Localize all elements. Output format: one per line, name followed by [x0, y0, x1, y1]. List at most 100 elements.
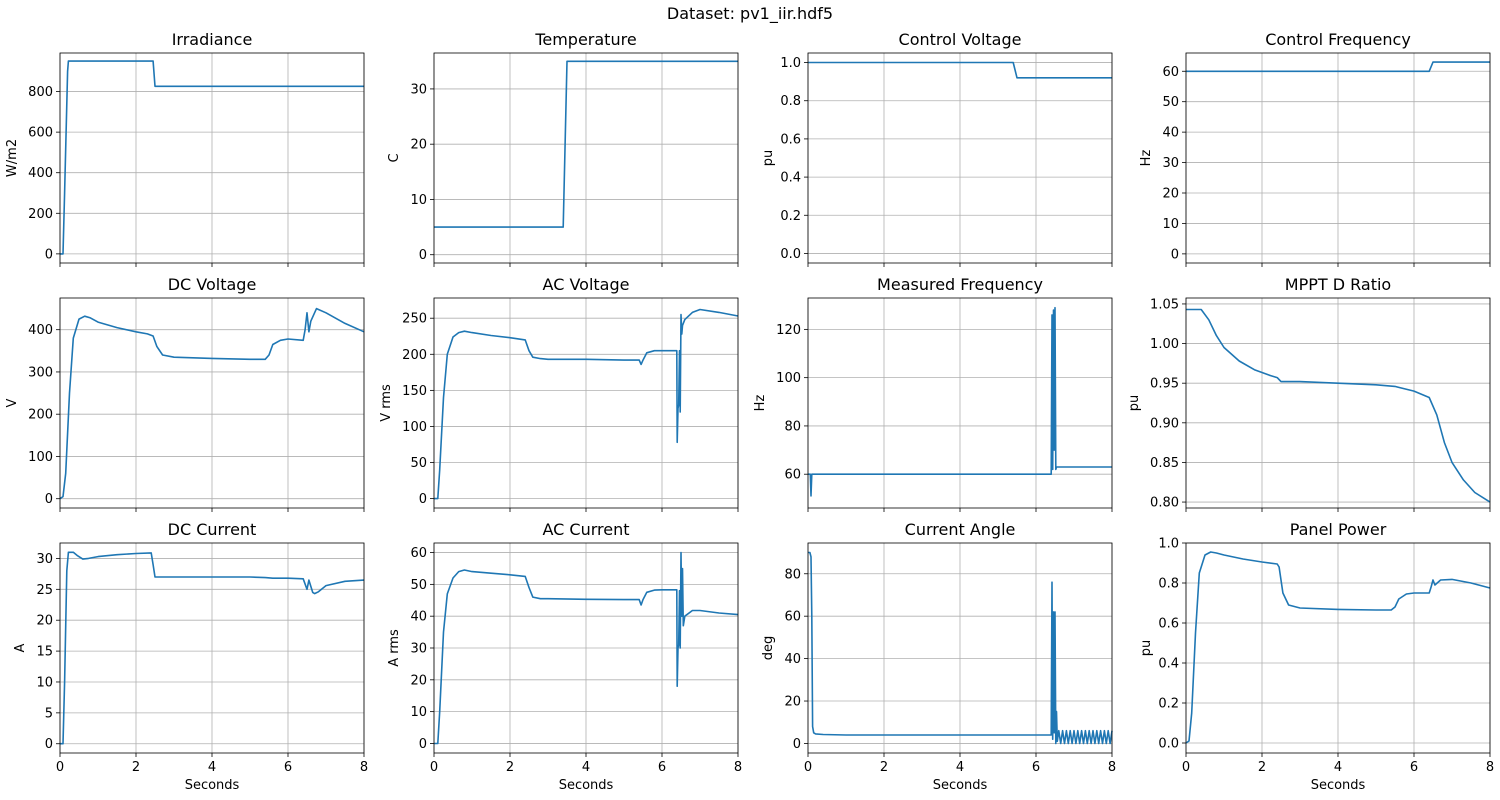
grid: [59, 298, 365, 508]
y-tick-label: 40: [1162, 126, 1179, 141]
y-tick-label: 40: [410, 610, 427, 625]
y-tick-label: 40: [784, 652, 801, 667]
y-tick-label: 50: [410, 578, 427, 593]
y-tick-label: 250: [402, 312, 427, 327]
y-tick-label: 0.6: [780, 132, 801, 147]
y-tick-label: 0.8: [780, 94, 801, 109]
y-axis-label: A: [13, 643, 28, 652]
y-tick-label: 600: [28, 126, 53, 141]
y-tick-label: 0: [419, 492, 427, 507]
x-tick-label: 6: [284, 760, 292, 775]
x-tick-label: 0: [56, 760, 64, 775]
x-tick-label: 2: [880, 760, 888, 775]
panel-dc-current: 0 2 4 6 8 0 5 10 15 20 25 30 DC Current A Seconds: [13, 520, 368, 793]
panel-title: Control Frequency: [1265, 30, 1411, 49]
y-tick-label: 0.95: [1150, 377, 1179, 392]
y-tick-label: 0: [45, 492, 53, 507]
y-tick-label: 200: [28, 207, 53, 222]
panel-dc-voltage: 0 100 200 300 400 DC Voltage V: [5, 275, 365, 512]
ticks: [1182, 70, 1491, 267]
ac-voltage-series-line: [434, 308, 739, 500]
x-tick-label: 6: [658, 760, 666, 775]
panel-title: Current Angle: [905, 520, 1016, 539]
y-tick-label: 80: [784, 567, 801, 582]
y-tick-label: 25: [36, 583, 53, 598]
y-tick-label: 0: [1171, 247, 1179, 262]
y-tick-label: 150: [402, 384, 427, 399]
panel-title: MPPT D Ratio: [1285, 275, 1391, 294]
y-tick-label: 1.00: [1150, 337, 1179, 352]
x-tick-label: 0: [804, 760, 812, 775]
grid: [433, 543, 739, 753]
y-tick-label: 10: [410, 705, 427, 720]
y-tick-label: 30: [410, 82, 427, 97]
y-tick-label: 0: [45, 737, 53, 752]
y-tick-label: 60: [410, 546, 427, 561]
y-axis-label: deg: [761, 636, 776, 661]
x-tick-label: 8: [1486, 760, 1494, 775]
dc-voltage-series-line: [59, 307, 365, 500]
panel-mppt-d-ratio: 0.80 0.85 0.90 0.95 1.00 1.05 MPPT D Ratio pu: [1127, 275, 1491, 512]
grid: [807, 298, 1113, 508]
y-axis-label: Hz: [1139, 150, 1154, 167]
ticks: [1182, 542, 1491, 757]
panel-measured-frequency: 60 80 100 120 Measured Frequency Hz: [753, 275, 1113, 512]
y-tick-label: 60: [1162, 65, 1179, 80]
y-tick-label: 0: [419, 737, 427, 752]
y-tick-label: 0.80: [1150, 496, 1179, 511]
ticks: [56, 329, 365, 512]
y-tick-label: 0.0: [1158, 737, 1179, 752]
y-tick-label: 30: [1162, 156, 1179, 171]
x-tick-label: 8: [734, 760, 742, 775]
y-tick-label: 100: [776, 371, 801, 386]
y-tick-label: 0: [45, 247, 53, 262]
panel-control-voltage: 0.0 0.2 0.4 0.6 0.8 1.0 Control Voltage pu: [761, 30, 1113, 267]
y-axis-label: A rms: [387, 629, 402, 667]
x-tick-label: 2: [1258, 760, 1266, 775]
panel-power-series-line: [1185, 551, 1491, 744]
y-tick-label: 0.6: [1158, 617, 1179, 632]
grid: [59, 543, 365, 753]
grid: [59, 53, 365, 263]
mppt-d-ratio-series-line: [1186, 308, 1491, 503]
grid: [807, 53, 1113, 263]
x-tick-label: 8: [360, 760, 368, 775]
x-tick-label: 0: [1182, 760, 1190, 775]
y-axis-label: C: [387, 153, 402, 162]
y-tick-label: 0: [793, 737, 801, 752]
ticks: [804, 328, 1113, 512]
panel-panel-power: 0 2 4 6 8 0.0 0.2 0.4 0.6 0.8 1.0 Panel Power pu Seco…: [1139, 520, 1494, 793]
y-axis-label: V: [5, 398, 20, 407]
panel-control-frequency: 0 10 20 30 40 50 60 Control Frequency Hz: [1139, 30, 1491, 267]
y-tick-label: 50: [1162, 95, 1179, 110]
y-tick-label: 15: [36, 645, 53, 660]
x-tick-label: 0: [430, 760, 438, 775]
y-tick-label: 0.85: [1150, 456, 1179, 471]
temperature-series-line: [434, 60, 738, 228]
y-axis-label: V rms: [379, 384, 394, 422]
y-tick-label: 800: [28, 85, 53, 100]
panel-title: Control Voltage: [899, 30, 1022, 49]
y-tick-label: 0.2: [1158, 697, 1179, 712]
x-tick-label: 4: [956, 760, 964, 775]
y-tick-label: 20: [410, 138, 427, 153]
x-tick-label: 4: [1334, 760, 1342, 775]
figure-title: Dataset: pv1_iir.hdf5: [667, 4, 833, 24]
panel-title: AC Current: [542, 520, 629, 539]
x-tick-label: 6: [1032, 760, 1040, 775]
x-tick-label: 8: [1108, 760, 1116, 775]
y-tick-label: 1.0: [780, 56, 801, 71]
x-tick-label: 6: [1410, 760, 1418, 775]
ticks: [430, 552, 739, 757]
ac-current-series-line: [434, 551, 739, 745]
measured-frequency-series-line: [808, 306, 1112, 497]
panel-ac-current: 0 2 4 6 8 0 10 20 30 40 50 60 AC Current A rms Seconds: [387, 520, 742, 793]
x-axis-label: Seconds: [559, 778, 614, 793]
y-tick-label: 10: [1162, 217, 1179, 232]
y-tick-label: 200: [28, 408, 53, 423]
y-tick-label: 0.2: [780, 209, 801, 224]
y-tick-label: 10: [410, 193, 427, 208]
y-tick-label: 200: [402, 348, 427, 363]
